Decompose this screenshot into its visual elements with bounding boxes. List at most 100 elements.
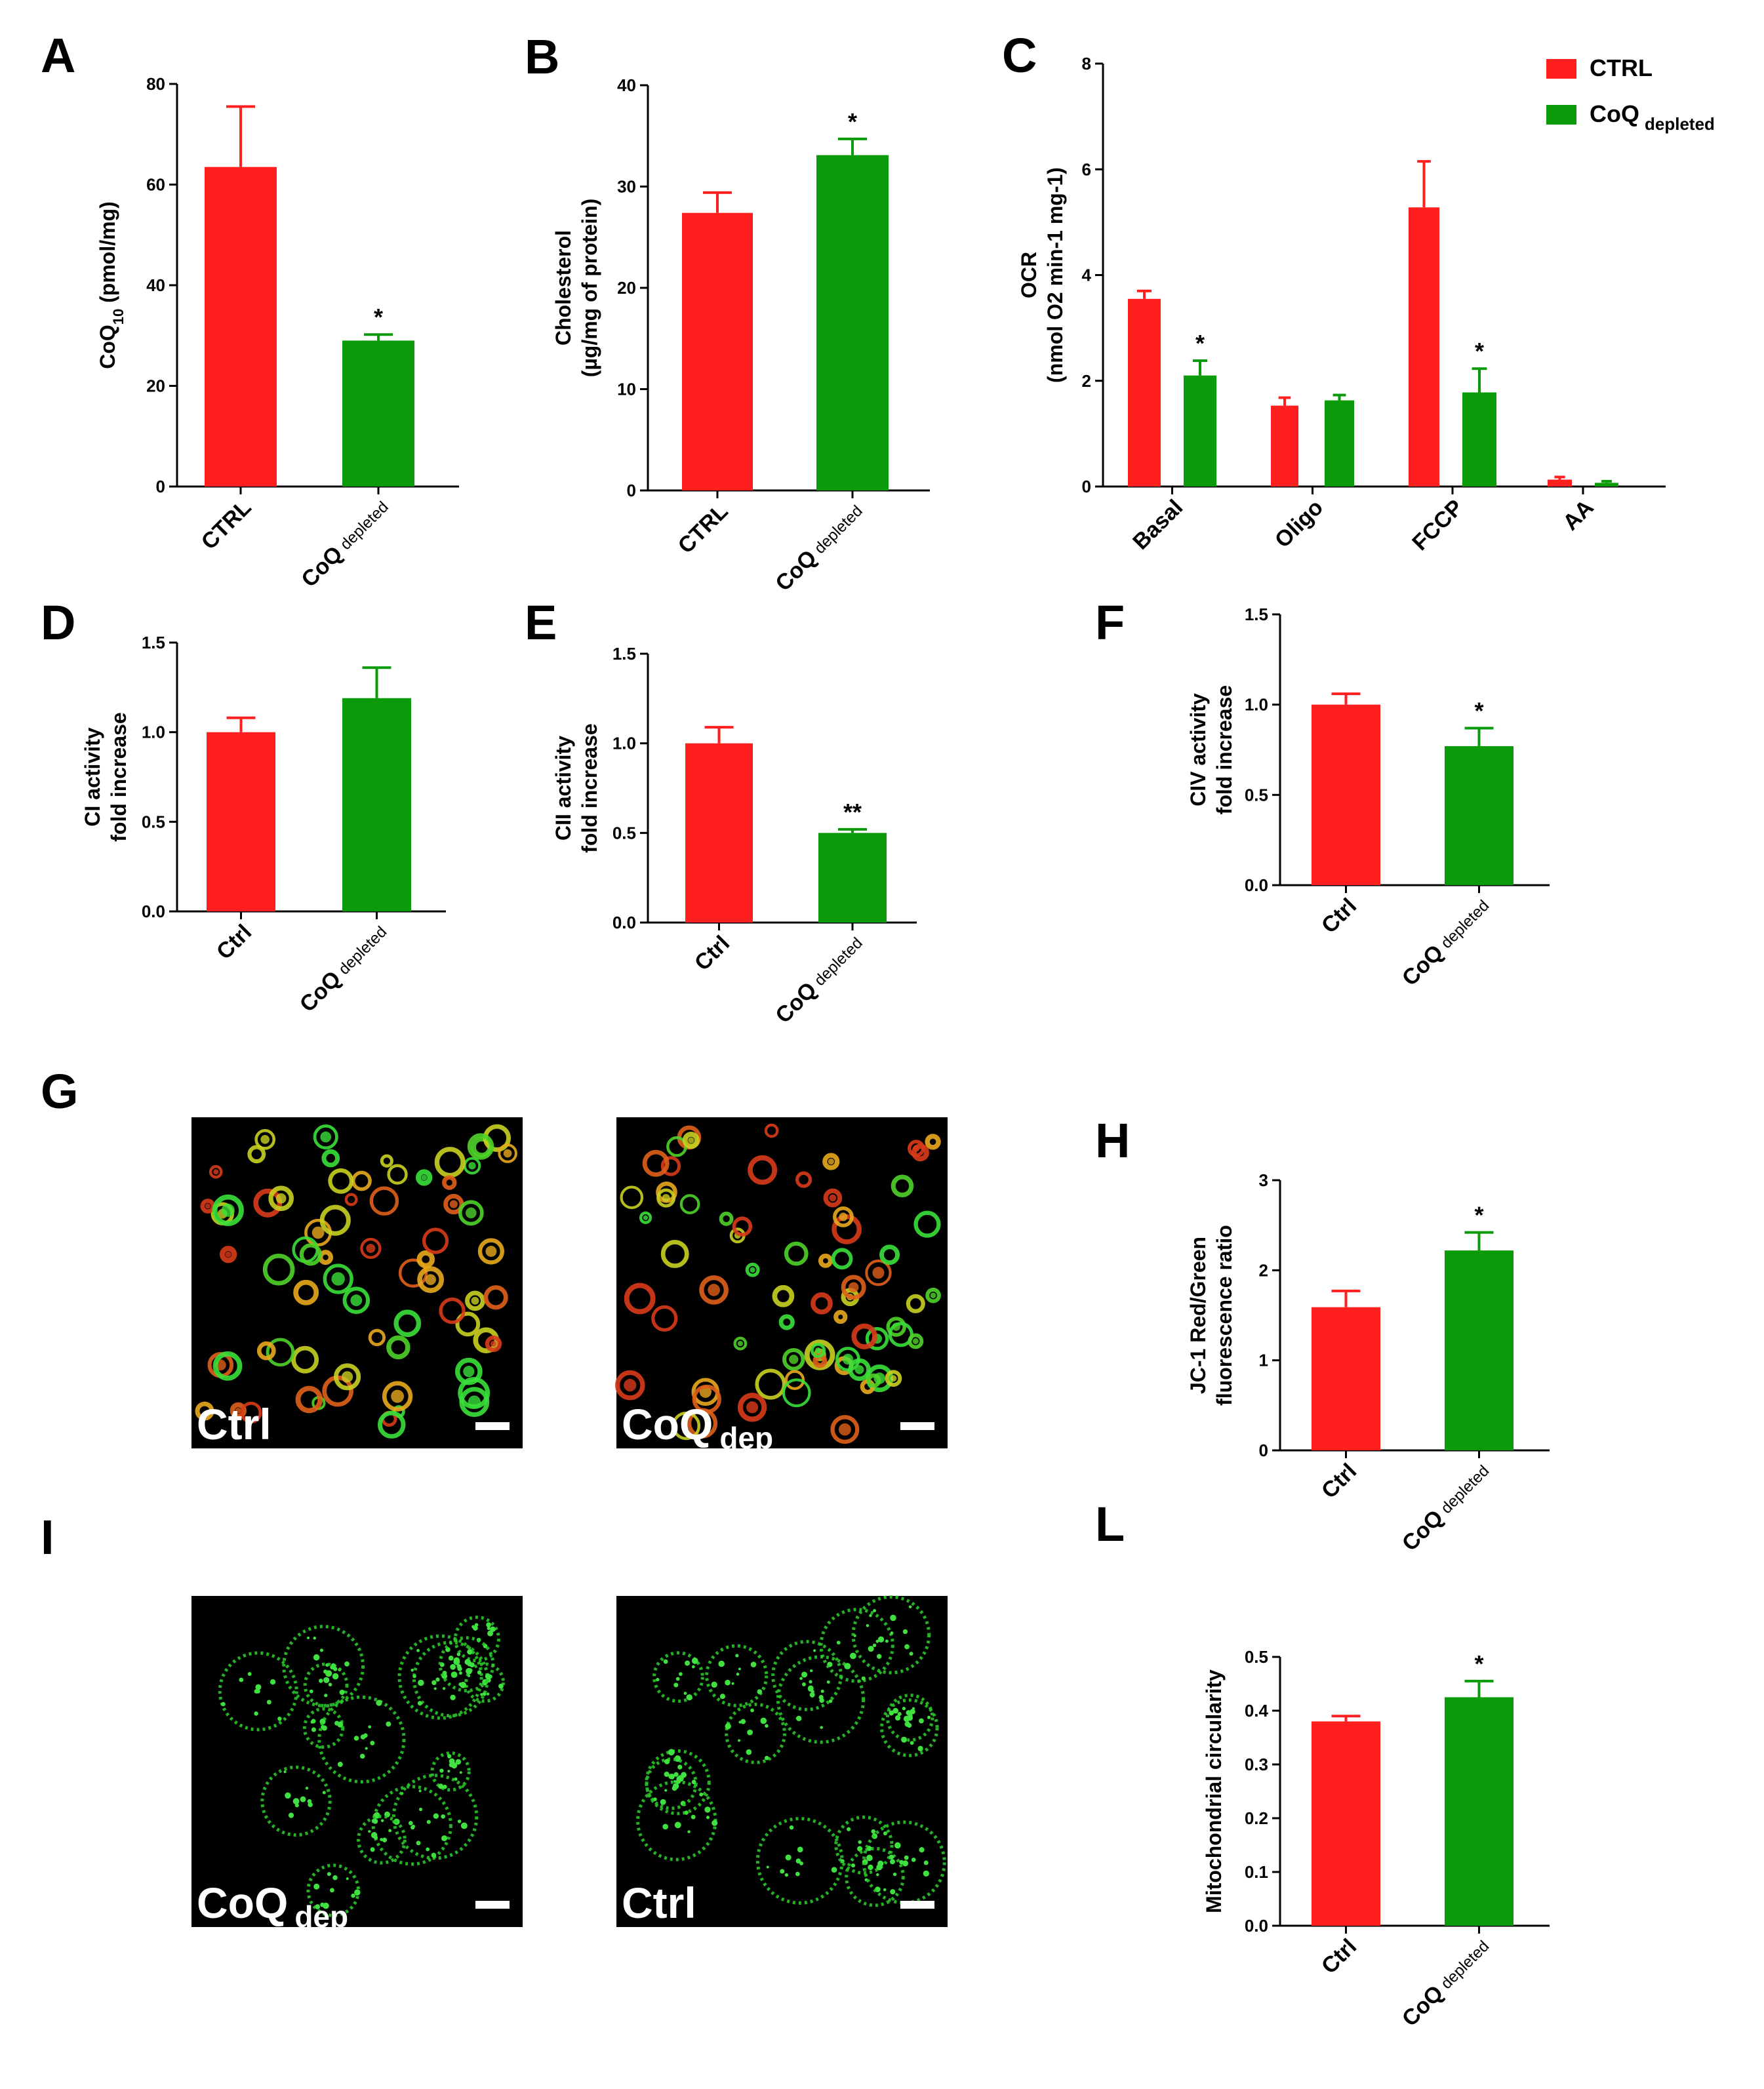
y-tick-label: 30 — [617, 177, 636, 197]
mitochondria-dot — [750, 1708, 754, 1713]
x-tick-label: Ctrl — [1317, 894, 1361, 938]
cell-core — [225, 1251, 231, 1258]
mitochondria-dot — [861, 1676, 866, 1681]
cell-spot — [833, 1309, 848, 1324]
mitochondria-dot — [368, 1725, 371, 1729]
mitochondria-dot — [831, 1867, 837, 1873]
cell-spot — [386, 1335, 411, 1360]
mitochondria-dot — [890, 1859, 895, 1865]
scale-bar — [900, 1422, 934, 1430]
cell-spot — [293, 1279, 319, 1305]
mitochondria-dot — [691, 1665, 695, 1669]
mitochondria-dot — [904, 1644, 910, 1650]
mitochondria-dot — [433, 1813, 439, 1820]
mitochondria-dot — [359, 1753, 365, 1759]
x-tick-main: Ctrl — [1317, 1934, 1361, 1979]
mitochondria-dot — [890, 1631, 894, 1635]
mitochondria-dot — [883, 1888, 887, 1892]
cell-spot — [778, 1314, 795, 1330]
mitochondria-ring — [755, 1817, 844, 1905]
bar — [1312, 1307, 1380, 1450]
mitochondria-dot — [673, 1780, 677, 1783]
x-tick-main: CoQ — [295, 966, 346, 1018]
x-tick-label: Basal — [1128, 495, 1188, 555]
mitochondria-dot — [498, 1683, 504, 1689]
mitochondria-dot — [368, 1830, 371, 1833]
cell-core — [213, 1169, 219, 1175]
cell-spot — [393, 1309, 422, 1338]
cell-spot — [266, 1338, 295, 1367]
cell-core — [848, 1282, 859, 1293]
cell-spot — [442, 1175, 457, 1190]
mitochondria-ring — [391, 1774, 479, 1860]
cell-spot — [772, 1284, 795, 1307]
mitochondria-dot — [681, 1772, 687, 1778]
cell-core — [737, 1340, 744, 1347]
mitochondria-dot — [329, 1888, 334, 1893]
x-tick-label: CoQdepleted — [1397, 1934, 1494, 2031]
mitochondria-dot — [909, 1652, 913, 1656]
cell-spot — [831, 1248, 853, 1270]
cell-spot — [822, 1153, 840, 1170]
cell-spot — [891, 1174, 914, 1198]
x-tick-label: FCCP — [1407, 495, 1468, 555]
panel-label: G — [41, 1064, 79, 1119]
cell-spot — [334, 1363, 361, 1391]
y-tick-label: 1.0 — [1245, 695, 1268, 715]
y-tick-label: 0 — [1082, 477, 1091, 496]
panel-label: D — [41, 595, 75, 650]
mitochondria-dot — [426, 1847, 430, 1852]
cell-spot — [764, 1123, 779, 1138]
mitochondria-dot — [868, 1864, 873, 1871]
mitochondria-dot — [441, 1835, 448, 1842]
cell-spot — [656, 1188, 676, 1208]
mitochondria-dot — [795, 1858, 801, 1864]
mitochondria-dot — [746, 1749, 752, 1755]
x-tick-label: Ctrl — [1317, 1459, 1361, 1503]
mitochondria-ring — [260, 1765, 332, 1837]
mitochondria-dot — [892, 1707, 899, 1714]
mitochondria-dot — [738, 1667, 741, 1671]
mitochondria-dot — [438, 1783, 444, 1789]
cell-spot — [313, 1124, 338, 1150]
mitochondria-dot — [873, 1609, 877, 1613]
panel-L-chart: L 0.0 0.1 0.2 0.3 0.4 0.5 Mitochondrial circula… — [1095, 1497, 1550, 2031]
mitochondria-dot — [917, 1745, 923, 1751]
y-tick-label: 3 — [1259, 1170, 1268, 1190]
mitochondria-dot — [674, 1821, 681, 1829]
cell-core — [471, 1296, 479, 1305]
mitochondria-dot — [412, 1674, 416, 1679]
cell-spot — [387, 1164, 408, 1185]
cell-spot — [885, 1370, 902, 1387]
mitochondria-dot — [766, 1865, 769, 1869]
cell-core — [449, 1200, 458, 1208]
mitochondria-dot — [305, 1787, 309, 1790]
cell-spot — [660, 1156, 681, 1176]
mitochondria-dot — [363, 1733, 368, 1738]
x-tick-label: CTRL — [673, 499, 733, 559]
cell-spot — [417, 1266, 445, 1293]
significance-marker: * — [1474, 1650, 1483, 1677]
mitochondria-dot — [327, 1872, 331, 1877]
mitochondria-dot — [239, 1677, 244, 1682]
mitochondria-dot — [757, 1689, 763, 1694]
panel-label: B — [525, 30, 559, 84]
cell-spot — [732, 1216, 753, 1237]
mitochondria-ring — [464, 1662, 505, 1703]
mitochondria-dot — [319, 1679, 323, 1683]
mitochondria-dot — [313, 1654, 320, 1661]
x-tick-main: CoQ — [771, 546, 822, 597]
cell-spot — [719, 1211, 734, 1226]
mitochondria-dot — [910, 1709, 915, 1715]
cell-spot — [220, 1246, 237, 1263]
cell-spot — [378, 1410, 406, 1439]
x-tick-subscript: depleted — [811, 934, 866, 989]
mitochondria-dot — [408, 1821, 413, 1825]
significance-marker: * — [1475, 338, 1484, 365]
legend-text: CoQ — [1590, 100, 1639, 127]
mitochondria-dot — [897, 1712, 902, 1717]
mitochondria-dot — [277, 1717, 282, 1721]
x-tick-main: CoQ — [1397, 940, 1449, 991]
y-tick-label: 0.5 — [142, 812, 165, 831]
mitochondria-dot — [247, 1672, 252, 1676]
